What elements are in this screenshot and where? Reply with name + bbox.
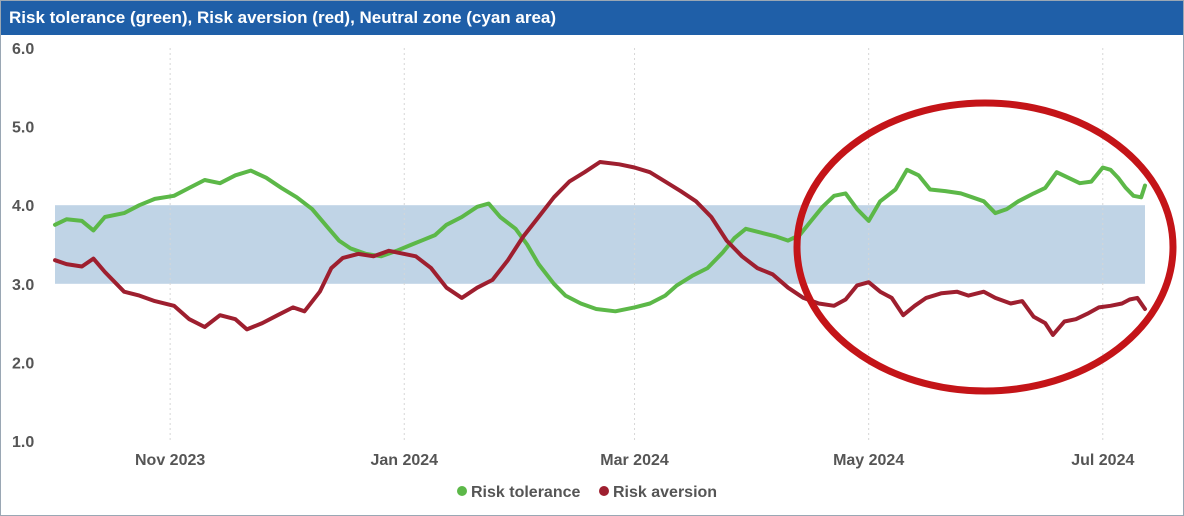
y-tick-label: 3.0 <box>12 277 34 294</box>
x-tick-label: Jan 2024 <box>370 452 438 469</box>
risk-tolerance-line <box>53 165 1147 314</box>
x-tick-label: May 2024 <box>833 452 904 469</box>
chart-title-bar: Risk tolerance (green), Risk aversion (r… <box>1 1 1183 35</box>
y-tick-label: 1.0 <box>12 434 34 451</box>
legend-marker <box>457 486 467 496</box>
x-tick-label: Mar 2024 <box>600 452 669 469</box>
risk-aversion-line <box>53 160 1147 337</box>
legend-label[interactable]: Risk aversion <box>613 484 717 501</box>
legend-marker <box>599 486 609 496</box>
y-tick-label: 5.0 <box>12 120 34 137</box>
y-tick-label: 4.0 <box>12 198 34 215</box>
legend-label[interactable]: Risk tolerance <box>471 484 580 501</box>
neutral-zone-band <box>55 205 1145 284</box>
chart-title: Risk tolerance (green), Risk aversion (r… <box>9 8 557 27</box>
x-tick-label: Nov 2023 <box>135 452 205 469</box>
x-tick-label: Jul 2024 <box>1071 452 1134 469</box>
y-tick-label: 2.0 <box>12 355 34 372</box>
y-tick-label: 6.0 <box>12 41 34 58</box>
highlight-ellipse <box>793 99 1177 395</box>
